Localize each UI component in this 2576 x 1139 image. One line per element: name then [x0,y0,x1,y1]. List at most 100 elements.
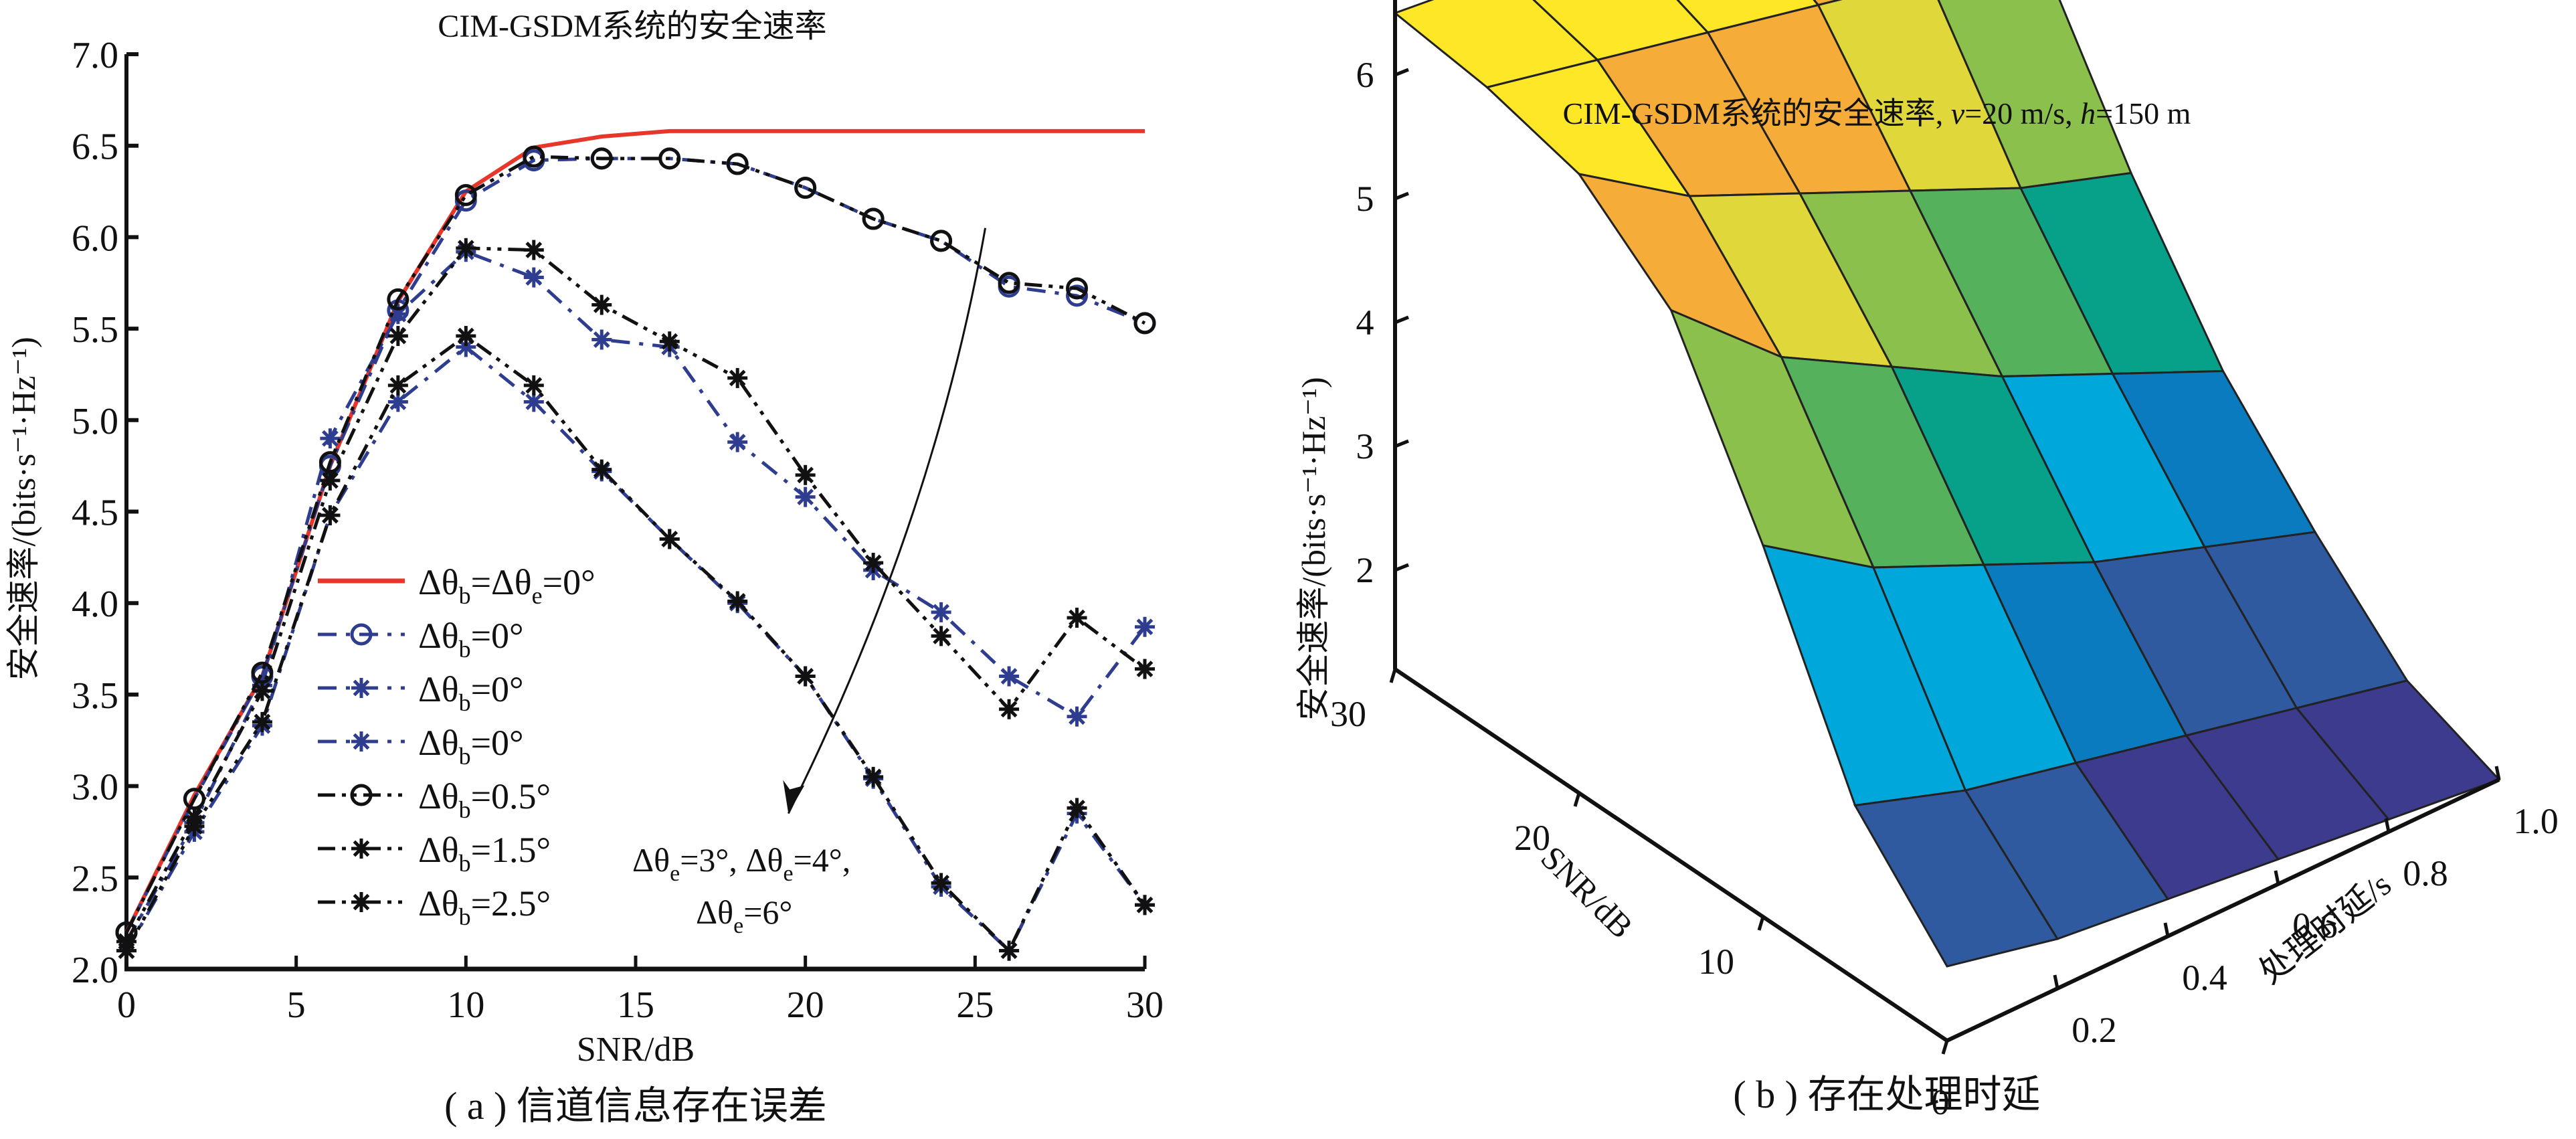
annotation-line-2: Δθe=6° [696,893,792,938]
star-stroke [729,369,746,387]
y-tick-label: 3.5 [72,675,118,717]
data-point [998,272,1020,294]
annotation-tail: =3° [680,841,729,879]
star-stroke [797,466,814,484]
star-stroke [1069,708,1085,725]
chart-a-annotation: Δθe=3°, Δθe=4°,Δθe=6° [632,228,987,938]
legend-tail: =0.5° [471,776,551,816]
z-tick [1394,439,1409,448]
y-tick-label: 5.0 [72,401,118,442]
data-point [252,711,272,732]
z-tick-label: 4 [1356,302,1374,343]
surface-patch [2001,372,2207,563]
chart-b-y-axis-label: 处理时延/s [2251,865,2397,991]
surface-patch [2074,734,2280,901]
chart-b-title: CIM-GSDM系统的安全速率, v=20 m/s, h=150 m [1563,96,2191,130]
chart-a-caption: ( a ) 信道信息存在误差 [444,1084,827,1128]
data-point [658,147,681,170]
x-tick-label: 20 [787,984,824,1026]
z-tick [1394,68,1409,77]
surface-patch [1817,0,2023,192]
star-stroke [1000,668,1018,685]
legend-delta: Δθ [418,669,459,709]
annotation-tail: =4°, [794,841,851,879]
snr-tick [1389,669,1397,683]
surface-patch [1813,0,1843,7]
y-tick-label: 4.5 [72,493,118,534]
legend-sub: b [459,636,471,663]
series-line [124,250,1146,943]
data-point [523,267,544,288]
data-point [999,699,1020,719]
annotation-delta: Δθ [632,841,670,879]
data-point [1135,616,1155,637]
star-stroke [457,327,474,345]
legend-tail: =0° [543,562,595,602]
surface-patch [1576,172,1784,359]
data-point [999,666,1020,687]
data-point [320,470,341,491]
data-point [387,375,408,396]
y-tick-label: 2.5 [72,858,118,899]
series-line [124,157,1145,934]
data-point [523,240,544,260]
star-stroke [389,377,407,394]
delay-tick-label: 0.8 [2403,853,2448,893]
star-stroke [353,893,370,911]
legend-delta: Δθ [418,883,459,924]
star-stroke [525,242,543,258]
legend-label: Δθb=0° [418,616,524,663]
series-line [124,246,1146,943]
surface-patch [1485,58,1692,198]
data-point [863,766,884,787]
star-stroke [729,434,746,450]
annotation-delta: , Δθ [729,841,783,879]
surface-patch [1890,365,2096,566]
data-point [659,331,680,352]
chart-a-title: CIM-GSDM系统的安全速率 [438,9,826,44]
series-line [124,128,1145,934]
legend-delta: Δθ [418,830,459,870]
surface-patch [2111,369,2317,549]
star-stroke [525,269,543,286]
data-point [454,184,477,207]
data-point [862,207,885,230]
surface-patch [1669,308,1875,570]
star-stroke [1000,942,1018,960]
star-stroke [118,942,135,960]
legend-tail: =1.5° [471,830,551,870]
surface-patch [1676,0,1821,34]
data-point [523,145,545,168]
data-point [320,428,341,449]
surface-patch [1687,192,1894,368]
annotation-sub: e [733,913,743,938]
x-tick-label: 15 [617,984,654,1026]
chart-b-caption: ( b ) 存在处理时延 [1733,1073,2040,1116]
annotation-tail: =6° [743,893,792,931]
snr-tick [1941,1040,1949,1055]
delay-tick-label: 0.2 [2072,1010,2117,1050]
data-point [795,464,816,485]
star-stroke [525,377,543,394]
chart-b-x-axis-label: SNR/dB [1534,839,1640,945]
x-tick-label: 30 [1126,984,1164,1026]
surface-patch [1392,0,1600,89]
legend-delta: Δθ [418,562,459,602]
legend-delta: Δθ [418,723,459,763]
star-stroke [933,604,949,621]
legend-label: Δθb=0° [418,669,524,716]
delay-tick [2494,766,2501,780]
chart-b-z-axis-label: 安全速率/(bits·s⁻¹·Hz⁻¹) [1295,377,1332,720]
series-1 [115,147,1156,944]
chart-a-secrecy-rate-vs-snr: 2.0 2.5 3.0 3.5 4.0 4.5 5.0 5.5 6.0 6.5 7.0 0 5 10 15 2… [5,9,1164,1128]
surface-patch [1532,0,1710,62]
annotation-sub: e [670,861,680,886]
legend-tail: =0° [471,669,524,709]
z-tick [1394,563,1409,572]
data-point [659,529,680,549]
legend-marker [350,623,373,646]
star-stroke [322,507,339,524]
surface-patch [2019,171,2225,375]
z-tick-label: 6 [1356,55,1374,95]
star-stroke [864,768,882,786]
